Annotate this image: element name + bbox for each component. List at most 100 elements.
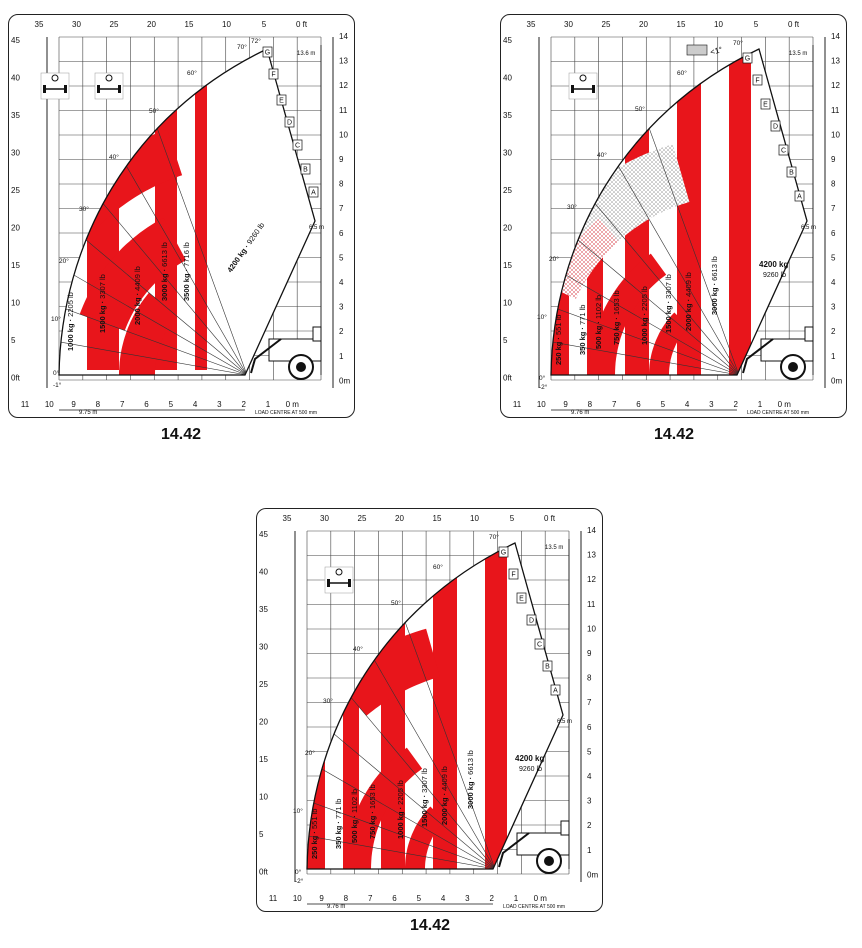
angle-ray (111, 141, 248, 375)
m-axis-tick: 3 (465, 894, 470, 903)
right-m-tick: 13 (339, 57, 348, 66)
ft-axis-tick: 30 (320, 514, 329, 523)
right-m-tick: 4 (339, 278, 344, 287)
extension-marker-letter: D (529, 618, 534, 625)
right-m-tick: 6 (339, 229, 344, 238)
ft-axis-tick: 35 (35, 20, 44, 29)
lock-icon (579, 74, 587, 82)
load-chart-panel-1: 35 30 25 20 15 10 5 0 ft 11 10 9 8 7 6 5 4 3 2 1 0 m 45 40 35 3… (8, 14, 355, 418)
load-kg: 250 kg · (554, 335, 563, 365)
left-ft-tick: 0ft (503, 374, 513, 383)
angle-ray (59, 327, 248, 375)
load-lb: 3307 lb (98, 274, 107, 299)
angle-ray (154, 121, 248, 375)
m-axis-tick: 9 (71, 400, 76, 409)
load-kg: 1500 kg · (98, 299, 107, 333)
right-m-tick: 2 (831, 327, 836, 336)
extension-marker-letter: E (279, 98, 284, 105)
left-ft-tick: 45 (503, 36, 512, 45)
boom-angle-label: 10° (293, 807, 303, 815)
load-capacity-label: 1500 kg · 3307 lb (420, 768, 429, 827)
load-capacity-label: 3000 kg · 6613 lb (160, 242, 169, 301)
left-ft-tick: 25 (11, 186, 20, 195)
axle-wheel-icon (43, 85, 46, 93)
m-axis-tick: 8 (96, 400, 101, 409)
ft-axis-tick: 20 (395, 514, 404, 523)
extension-marker-box (778, 144, 789, 156)
boom-angle-label: -1° (53, 381, 62, 389)
left-ft-tick: 30 (259, 643, 268, 652)
load-kg: 350 kg · (578, 325, 587, 355)
m-axis-tick: 6 (392, 894, 397, 903)
load-lb: 551 lb (310, 809, 319, 829)
right-m-tick: 1 (339, 352, 344, 361)
m-axis-tick: 4 (441, 894, 446, 903)
panel-3-caption: 14.42 (409, 917, 451, 934)
left-ft-tick: 30 (11, 149, 20, 158)
boom-angle-label: 30° (79, 205, 89, 213)
axle-wheel-icon (118, 85, 121, 93)
left-ft-tick: 15 (503, 261, 512, 270)
left-ft-tick: 15 (11, 261, 20, 270)
m-axis-tick: 2 (733, 400, 738, 409)
distance-label: 9.76 m (571, 410, 589, 416)
load-lb: 771 lb (334, 799, 343, 819)
right-m-tick: 5 (339, 253, 344, 262)
right-m-tick: 4 (587, 772, 592, 781)
extension-marker-letter: D (773, 124, 778, 131)
extension-marker-box (760, 98, 771, 110)
boom-angle-label: 70° (733, 39, 743, 47)
telehandler-boom-icon (250, 338, 282, 374)
m-axis-tick: 11 (269, 894, 278, 903)
m-axis-tick: 8 (588, 400, 593, 409)
left-ft-tick: 20 (11, 224, 20, 233)
m-axis-tick: 4 (193, 400, 198, 409)
m-axis-tick: 10 (293, 894, 302, 903)
right-m-tick: 8 (831, 180, 836, 189)
angle-ray (551, 239, 740, 375)
extension-marker-letter: E (763, 102, 768, 109)
left-ft-tick: 15 (259, 755, 268, 764)
angle-ray (359, 635, 496, 869)
angle-ray (603, 141, 740, 375)
left-ft-tick: 40 (11, 74, 20, 83)
load-lb: 1102 lb (594, 295, 603, 319)
right-m-tick: 3 (339, 303, 344, 312)
right-m-tick: 9 (339, 155, 344, 164)
extension-marker-letter: A (311, 190, 316, 197)
left-ft-tick: 5 (259, 830, 264, 839)
load-chart-panel-2: 35 30 25 20 15 10 5 0 ft 11 10 9 8 7 6 5 4 3 2 1 0 m 45 40 35 3… (500, 14, 847, 418)
angle-ray (307, 821, 496, 869)
load-lb: 1102 lb (350, 789, 359, 813)
lock-icon (51, 74, 59, 82)
load-envelope-outline (58, 48, 316, 376)
angle-ray (59, 239, 248, 375)
load-lb: 6613 lb (710, 256, 719, 281)
load-kg: 2000 kg · (440, 791, 449, 825)
right-m-tick: 11 (831, 106, 840, 115)
extension-marker-letter: G (745, 56, 750, 63)
right-m-tick: 13 (831, 57, 840, 66)
max-height-label: 13.5 m (545, 545, 563, 551)
load-band-arc (119, 292, 177, 375)
load-kg: 500 kg · (594, 319, 603, 349)
right-m-tick: 11 (339, 106, 348, 115)
right-m-tick: 1 (587, 846, 592, 855)
m-axis-tick: 5 (169, 400, 174, 409)
load-band-arc (334, 628, 440, 716)
load-capacity-label: 1000 kg · 2205 lb (396, 780, 405, 839)
load-capacity-label: 750 kg · 1653 lb (612, 290, 621, 345)
extension-marker-box (742, 52, 753, 64)
extension-marker-box (770, 120, 781, 132)
ft-axis-tick: 5 (510, 514, 515, 523)
extension-marker-box (284, 116, 295, 128)
extension-marker-box (300, 163, 311, 175)
boom-angle-label: 0° (539, 374, 546, 382)
right-m-tick: 0m (831, 376, 842, 385)
boom-angle-label: 70° (489, 533, 499, 541)
telehandler-hub-icon (296, 362, 306, 372)
right-m-tick: 2 (587, 821, 592, 830)
load-capacity-label: 3000 kg · 6613 lb (710, 256, 719, 315)
